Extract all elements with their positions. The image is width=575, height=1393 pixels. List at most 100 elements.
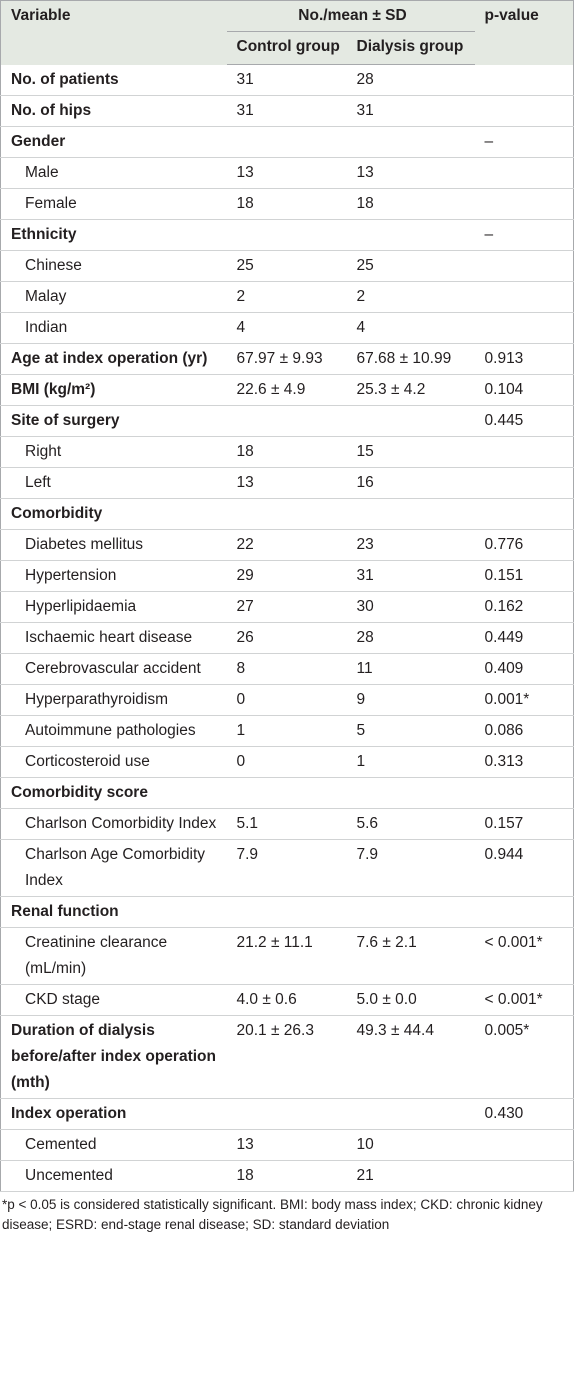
cell: [346, 498, 475, 530]
table-row: Uncemented 18 21: [0, 1160, 574, 1192]
cell: 0.409: [474, 653, 574, 685]
row-label: Ischaemic heart disease: [0, 622, 227, 654]
row-label: Corticosteroid use: [0, 746, 227, 778]
cell: 0: [226, 684, 347, 716]
cell: 18: [346, 188, 475, 220]
cell: 0.001*: [474, 684, 574, 716]
cell: 30: [346, 591, 475, 623]
cell: 5: [346, 715, 475, 747]
cell: 7.9: [346, 839, 475, 897]
cell: 13: [346, 157, 475, 189]
cell: 0.162: [474, 591, 574, 623]
table-row: Age at index operation (yr) 67.97 ± 9.93 6…: [0, 343, 574, 375]
cell: [474, 281, 574, 313]
table-row: Indian 4 4: [0, 312, 574, 344]
cell: [474, 896, 574, 928]
cell: [226, 219, 347, 251]
cell: 0.086: [474, 715, 574, 747]
cell: < 0.001*: [474, 984, 574, 1016]
row-label: Right: [0, 436, 227, 468]
cell: 0.313: [474, 746, 574, 778]
cell: 0.151: [474, 560, 574, 592]
cell: [226, 498, 347, 530]
cell: 21: [346, 1160, 475, 1192]
row-label: Charlson Comorbidity Index: [0, 808, 227, 840]
row-label: Renal function: [0, 896, 227, 928]
cell: 13: [226, 1129, 347, 1161]
table-row: Hypertension 29 31 0.151: [0, 560, 574, 592]
cell: 27: [226, 591, 347, 623]
cell: 0.104: [474, 374, 574, 406]
cell: 13: [226, 157, 347, 189]
cell: 67.68 ± 10.99: [346, 343, 475, 375]
row-label: Ethnicity: [0, 219, 227, 251]
row-label: Female: [0, 188, 227, 220]
table-header: Variable No./mean ± SD p-value Control g…: [0, 0, 574, 65]
cell: [474, 436, 574, 468]
data-table: Variable No./mean ± SD p-value Control g…: [0, 0, 575, 1192]
cell: 18: [226, 1160, 347, 1192]
cell: 5.0 ± 0.0: [346, 984, 475, 1016]
header-cell: p-value: [474, 0, 574, 65]
cell: [346, 126, 475, 158]
cell: 0.776: [474, 529, 574, 561]
cell: [346, 1098, 475, 1130]
cell: 25: [346, 250, 475, 282]
header-cell: Control group: [226, 31, 347, 65]
cell: 9: [346, 684, 475, 716]
table-row: Charlson Age Comorbidity Index 7.9 7.9 0.94…: [0, 839, 574, 897]
row-label: Left: [0, 467, 227, 499]
row-label: Male: [0, 157, 227, 189]
table-row: Autoimmune pathologies 1 5 0.086: [0, 715, 574, 747]
cell: 15: [346, 436, 475, 468]
table-row: Female 18 18: [0, 188, 574, 220]
cell: [474, 467, 574, 499]
cell: 31: [346, 560, 475, 592]
table-row: No. of patients 31 28: [0, 64, 574, 96]
cell: 23: [346, 529, 475, 561]
cell: 2: [346, 281, 475, 313]
cell: [346, 896, 475, 928]
table-row: Gender –: [0, 126, 574, 158]
cell: 22: [226, 529, 347, 561]
cell: [226, 126, 347, 158]
cell: 5.1: [226, 808, 347, 840]
cell: 28: [346, 622, 475, 654]
row-label: Uncemented: [0, 1160, 227, 1192]
row-label: Gender: [0, 126, 227, 158]
header-cell: Variable: [0, 0, 227, 65]
cell: 28: [346, 64, 475, 96]
cell: [474, 498, 574, 530]
cell: [226, 405, 347, 437]
cell: 0.944: [474, 839, 574, 897]
cell: 7.9: [226, 839, 347, 897]
row-label: CKD stage: [0, 984, 227, 1016]
cell: 0.913: [474, 343, 574, 375]
cell: 18: [226, 436, 347, 468]
cell: 11: [346, 653, 475, 685]
cell: 26: [226, 622, 347, 654]
cell: 0.005*: [474, 1015, 574, 1099]
table-row: Renal function: [0, 896, 574, 928]
row-label: Indian: [0, 312, 227, 344]
cell: [226, 1098, 347, 1130]
cell: [474, 157, 574, 189]
cell: 7.6 ± 2.1: [346, 927, 475, 985]
cell: 8: [226, 653, 347, 685]
row-label: Chinese: [0, 250, 227, 282]
row-label: Hyperlipidaemia: [0, 591, 227, 623]
row-label: Cerebrovascular accident: [0, 653, 227, 685]
table-row: No. of hips 31 31: [0, 95, 574, 127]
cell: 2: [226, 281, 347, 313]
table-row: Chinese 25 25: [0, 250, 574, 282]
table-row: Diabetes mellitus 22 23 0.776: [0, 529, 574, 561]
cell: 22.6 ± 4.9: [226, 374, 347, 406]
cell: [474, 1129, 574, 1161]
cell: 4.0 ± 0.6: [226, 984, 347, 1016]
row-label: Age at index operation (yr): [0, 343, 227, 375]
cell: 0.430: [474, 1098, 574, 1130]
cell: 20.1 ± 26.3: [226, 1015, 347, 1099]
cell: 0.449: [474, 622, 574, 654]
cell: [474, 188, 574, 220]
cell: 13: [226, 467, 347, 499]
